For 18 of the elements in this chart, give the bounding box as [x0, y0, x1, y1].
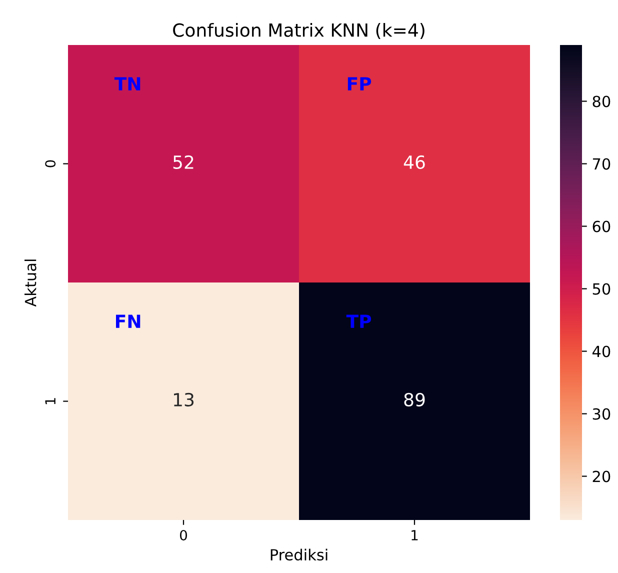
color-bar-label: 50 — [592, 283, 610, 295]
data-label: 13 — [174, 392, 194, 406]
data-label: 89 — [404, 392, 425, 406]
color-bar-label: 70 — [592, 158, 610, 170]
color-bar-label: 60 — [592, 220, 610, 232]
color-bar-label: 30 — [592, 408, 610, 420]
y-axis-title: Aktual — [24, 260, 36, 307]
annotation: TP — [346, 314, 372, 328]
color-bar-label: 20 — [592, 470, 610, 482]
annotation: FN — [116, 314, 140, 328]
annotation: FP — [348, 77, 372, 90]
chart-title: Confusion Matrix KNN (k=4) — [173, 22, 424, 40]
color-bar-label: 80 — [592, 96, 610, 108]
data-label: 52 — [173, 155, 194, 169]
x-axis-title: Prediksi — [270, 548, 328, 561]
color-bar-label: 40 — [592, 346, 610, 358]
annotation: TN — [114, 77, 140, 90]
data-label: 46 — [404, 155, 425, 169]
